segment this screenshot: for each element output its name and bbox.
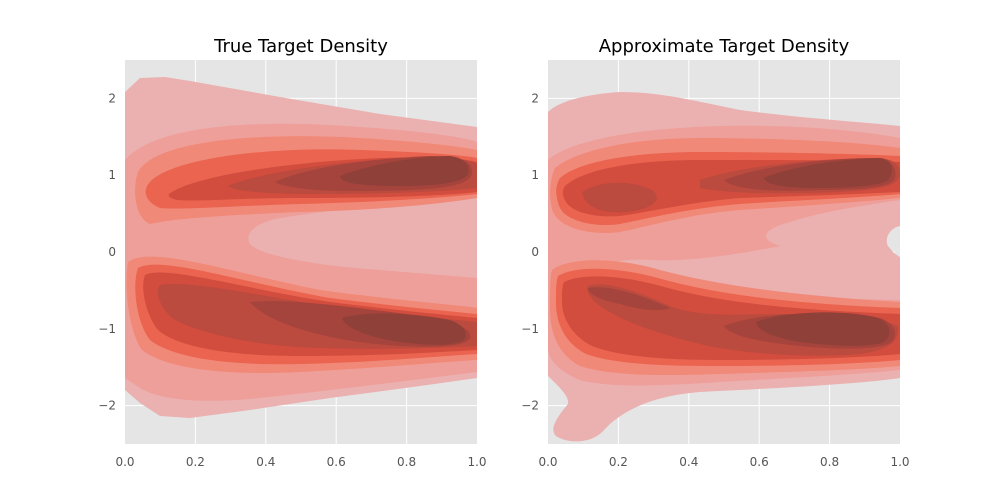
density-contours bbox=[548, 92, 900, 442]
x-tick-label: 1.0 bbox=[890, 455, 909, 469]
density-contours bbox=[125, 77, 477, 418]
x-tick-label: 0.4 bbox=[679, 455, 698, 469]
panel-approximate-target-density: Approximate Target Density 2 1 0 −1 −2 0… bbox=[521, 36, 909, 469]
y-tick-label: −1 bbox=[521, 322, 539, 336]
x-tick-label: 0.0 bbox=[115, 455, 134, 469]
x-tick-label: 0.2 bbox=[609, 455, 628, 469]
y-tick-labels: 2 1 0 −1 −2 bbox=[521, 91, 539, 412]
y-tick-label: 1 bbox=[108, 168, 116, 182]
y-tick-label: 2 bbox=[531, 91, 539, 105]
contour-level-8-upper bbox=[340, 156, 469, 186]
x-tick-label: 1.0 bbox=[467, 455, 486, 469]
y-tick-label: 2 bbox=[108, 91, 116, 105]
x-tick-labels: 0.0 0.2 0.4 0.6 0.8 1.0 bbox=[538, 455, 909, 469]
panel-true-target-density: True Target Density 2 1 0 −1 −2 0.0 0.2 … bbox=[98, 36, 486, 469]
x-tick-label: 0.0 bbox=[538, 455, 557, 469]
x-tick-label: 0.8 bbox=[820, 455, 839, 469]
x-tick-labels: 0.0 0.2 0.4 0.6 0.8 1.0 bbox=[115, 455, 486, 469]
chart-title: True Target Density bbox=[213, 36, 388, 57]
contour-level-8-lower bbox=[756, 312, 890, 346]
chart-title: Approximate Target Density bbox=[599, 36, 850, 57]
contour-level-8-lower bbox=[342, 313, 466, 345]
x-tick-label: 0.2 bbox=[186, 455, 205, 469]
x-tick-label: 0.6 bbox=[327, 455, 346, 469]
y-tick-label: −2 bbox=[98, 399, 116, 413]
y-tick-label: 0 bbox=[531, 245, 539, 259]
y-tick-label: −2 bbox=[521, 399, 539, 413]
y-tick-label: −1 bbox=[98, 322, 116, 336]
y-tick-labels: 2 1 0 −1 −2 bbox=[98, 91, 116, 412]
contour-level-8-upper bbox=[764, 158, 892, 188]
y-tick-label: 1 bbox=[531, 168, 539, 182]
contour-hole bbox=[886, 226, 900, 254]
x-tick-label: 0.4 bbox=[256, 455, 275, 469]
contour-island bbox=[769, 253, 789, 261]
x-tick-label: 0.6 bbox=[750, 455, 769, 469]
y-tick-label: 0 bbox=[108, 245, 116, 259]
x-tick-label: 0.8 bbox=[397, 455, 416, 469]
